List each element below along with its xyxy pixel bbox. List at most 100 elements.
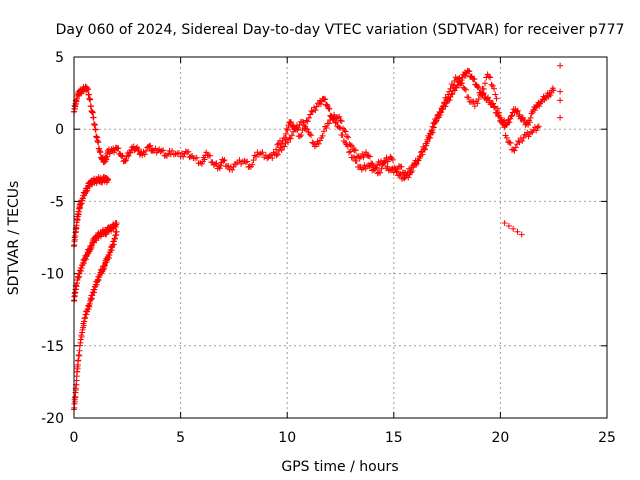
point-main-interp bbox=[95, 139, 102, 146]
point-arc-lower-interp bbox=[76, 347, 83, 354]
point-secondary-interp bbox=[442, 94, 449, 101]
point-secondary-interp bbox=[379, 161, 386, 168]
point-secondary bbox=[382, 157, 389, 164]
point-arc-lower bbox=[75, 357, 82, 364]
point-secondary-interp bbox=[430, 124, 437, 131]
point-main bbox=[183, 149, 190, 156]
point-secondary-interp bbox=[429, 129, 436, 136]
point-secondary-interp bbox=[304, 126, 311, 133]
point-secondary-interp bbox=[308, 132, 315, 139]
point-main-interp bbox=[250, 157, 257, 164]
point-secondary-interp bbox=[485, 73, 492, 80]
point-secondary-interp bbox=[313, 141, 320, 148]
point-secondary-interp bbox=[415, 157, 422, 164]
point-secondary-interp bbox=[434, 112, 441, 119]
point-secondary bbox=[535, 123, 542, 130]
point-secondary-interp bbox=[333, 114, 340, 121]
point-secondary-interp bbox=[397, 170, 404, 177]
point-main-interp bbox=[236, 157, 243, 164]
point-main-interp bbox=[536, 103, 543, 110]
point-isolated bbox=[501, 220, 508, 227]
point-secondary-interp bbox=[398, 175, 405, 182]
point-secondary-interp bbox=[340, 125, 347, 132]
point-main-interp bbox=[157, 148, 164, 155]
point-main-interp bbox=[274, 141, 281, 148]
y-tick-label: 5 bbox=[55, 50, 64, 66]
point-main-interp bbox=[251, 152, 258, 159]
point-secondary-interp bbox=[345, 134, 352, 141]
point-secondary-interp bbox=[447, 85, 454, 92]
x-tick-label: 0 bbox=[70, 430, 79, 446]
point-main-interp bbox=[466, 68, 473, 75]
point-secondary-interp bbox=[285, 139, 292, 146]
point-main-interp bbox=[282, 130, 289, 137]
point-main-interp bbox=[531, 107, 538, 114]
point-secondary-interp bbox=[377, 169, 384, 176]
point-secondary-interp bbox=[512, 144, 519, 151]
point-secondary bbox=[459, 79, 466, 86]
point-secondary-interp bbox=[505, 138, 512, 145]
point-secondary-interp bbox=[456, 75, 463, 82]
point-main bbox=[491, 104, 498, 111]
point-secondary-interp bbox=[400, 174, 407, 181]
point-main bbox=[241, 157, 248, 164]
point-main-interp bbox=[90, 114, 97, 121]
point-main-interp bbox=[514, 107, 521, 114]
point-main bbox=[169, 147, 176, 154]
point-main-interp bbox=[325, 105, 332, 112]
point-main-interp bbox=[201, 156, 208, 163]
point-secondary-interp bbox=[441, 99, 448, 106]
point-main-interp bbox=[360, 164, 367, 171]
point-secondary-interp bbox=[488, 81, 495, 88]
point-main bbox=[339, 131, 346, 138]
point-secondary-interp bbox=[533, 127, 540, 134]
point-secondary-interp bbox=[461, 85, 468, 92]
point-main-interp bbox=[471, 75, 478, 82]
point-secondary bbox=[503, 134, 510, 141]
point-secondary-interp bbox=[389, 156, 396, 163]
point-isolated bbox=[557, 114, 564, 121]
point-main-interp bbox=[475, 84, 482, 91]
y-axis-label: SDTVAR / TECUs bbox=[6, 181, 22, 296]
point-main bbox=[346, 149, 353, 156]
point-main-interp bbox=[526, 119, 533, 126]
point-secondary-interp bbox=[444, 91, 451, 98]
point-secondary bbox=[401, 175, 408, 182]
point-main-interp bbox=[115, 145, 122, 152]
point-secondary-interp bbox=[342, 128, 349, 135]
point-secondary-interp bbox=[310, 140, 317, 147]
point-main-interp bbox=[386, 166, 393, 173]
point-secondary-interp bbox=[365, 153, 372, 160]
data-points bbox=[71, 62, 564, 413]
point-main-interp bbox=[395, 163, 402, 170]
point-secondary-interp bbox=[329, 116, 336, 123]
point-main-interp bbox=[165, 150, 172, 157]
point-secondary-interp bbox=[476, 92, 483, 99]
point-secondary-interp bbox=[334, 114, 341, 121]
point-main-interp bbox=[287, 119, 294, 126]
point-secondary-interp bbox=[423, 142, 430, 149]
point-main-interp bbox=[180, 153, 187, 160]
point-main-interp bbox=[97, 149, 104, 156]
point-main-interp bbox=[311, 104, 318, 111]
x-tick-label: 5 bbox=[176, 430, 185, 446]
point-main-interp bbox=[186, 154, 193, 161]
point-main-interp bbox=[217, 162, 224, 169]
point-main-interp bbox=[119, 152, 126, 159]
point-secondary-interp bbox=[314, 138, 321, 145]
point-secondary-interp bbox=[428, 128, 435, 135]
point-main-interp bbox=[242, 159, 249, 166]
point-secondary bbox=[465, 94, 472, 101]
point-secondary-interp bbox=[347, 142, 354, 149]
point-secondary-interp bbox=[352, 147, 359, 154]
point-main bbox=[203, 149, 210, 156]
point-secondary-interp bbox=[366, 153, 373, 160]
point-secondary-interp bbox=[341, 127, 348, 134]
point-secondary-interp bbox=[290, 128, 297, 135]
point-main-interp bbox=[178, 150, 185, 157]
point-main-interp bbox=[462, 72, 469, 79]
point-secondary-interp bbox=[315, 140, 322, 147]
point-main bbox=[220, 157, 227, 164]
point-secondary-interp bbox=[501, 124, 508, 131]
grid bbox=[74, 57, 607, 418]
